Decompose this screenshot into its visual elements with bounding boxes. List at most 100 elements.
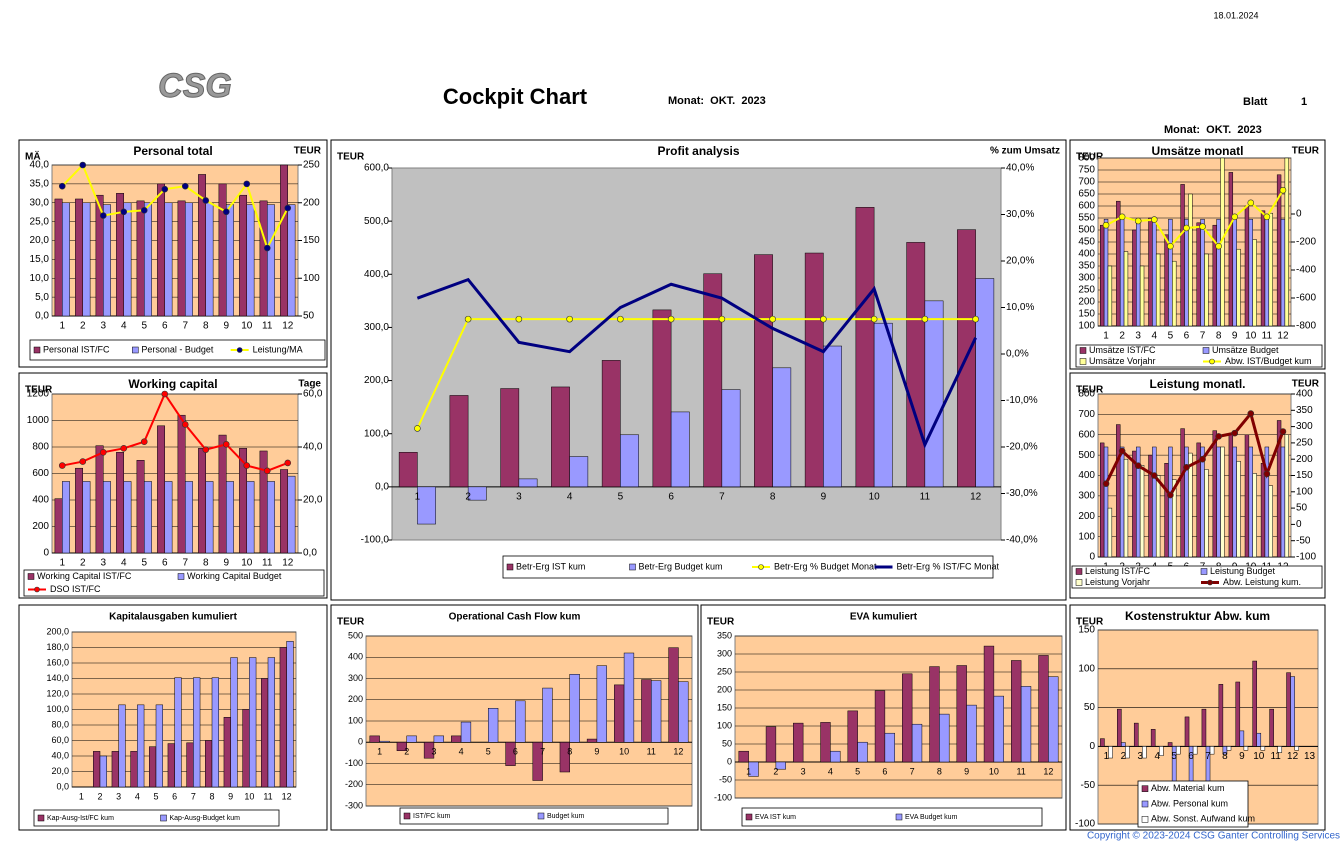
x-tick-label: 5: [141, 321, 147, 332]
legend: [741, 807, 1043, 827]
month: Monat: OKT. 2023: [1164, 124, 1262, 136]
y2-tick-label: 30,0%: [1006, 209, 1034, 220]
bar: [460, 721, 472, 743]
bar: [1180, 428, 1185, 558]
x-tick-label: 12: [673, 747, 683, 757]
y2-tick-label: 150: [303, 235, 320, 246]
marker: [284, 204, 292, 212]
bar: [1228, 434, 1234, 558]
legend: [502, 555, 994, 579]
y2-tick-label: 50: [1296, 503, 1308, 514]
x-tick-label: 4: [1154, 751, 1160, 762]
y-tick-label: 200: [1078, 297, 1095, 308]
marker: [1199, 223, 1206, 230]
y-tick-label: 600: [1078, 201, 1095, 212]
legend-swatch: [1209, 358, 1215, 365]
marker: [1247, 410, 1255, 417]
bar: [721, 389, 741, 488]
bar: [205, 740, 213, 788]
bar: [652, 309, 672, 488]
bar: [267, 204, 275, 317]
chart-title: Kapitalausgaben kumuliert: [109, 612, 237, 623]
bar: [1038, 655, 1049, 763]
x-tick-label: 10: [1245, 331, 1257, 342]
marker: [1118, 447, 1126, 455]
y-tick-label: 100: [348, 715, 363, 725]
y-tick-label: 0,0: [375, 481, 389, 492]
bar: [1260, 210, 1266, 327]
y-tick-label: 450: [1078, 237, 1095, 248]
bar: [1172, 260, 1177, 327]
bar: [433, 735, 444, 743]
bar: [185, 481, 193, 554]
chart-title: Personal total: [133, 144, 212, 158]
bar: [1290, 676, 1295, 747]
legend-swatch: [745, 813, 753, 821]
line: [62, 391, 289, 472]
bar: [82, 202, 91, 317]
marker: [222, 208, 230, 216]
y2-tick-label: -20,0%: [1006, 442, 1038, 453]
marker: [921, 315, 929, 323]
y-tick-label: 60,0: [51, 735, 69, 745]
y2-tick-label: -50: [1296, 535, 1311, 546]
x-tick-label: 5: [1168, 331, 1174, 342]
marker: [769, 315, 776, 323]
legend-swatch: [1075, 579, 1083, 586]
bar: [193, 677, 201, 788]
legend-swatch: [177, 573, 185, 580]
y2-tick-label: 0,0%: [1006, 349, 1029, 360]
marker: [181, 421, 189, 428]
x-tick-label: 7: [1205, 751, 1211, 762]
y-tick-label: 200: [32, 521, 49, 532]
x-tick-label: 1: [59, 321, 65, 332]
legend-swatch: [1141, 785, 1149, 792]
bar: [62, 481, 70, 554]
bar: [75, 467, 84, 554]
y-tick-label: 20,0: [51, 766, 69, 776]
y-tick-label: 400: [32, 495, 49, 506]
marker: [1199, 455, 1206, 463]
marker: [222, 441, 230, 448]
x-tick-label: 4: [459, 747, 464, 757]
bar: [1239, 730, 1245, 747]
bar: [1125, 746, 1130, 759]
marker: [1134, 462, 1142, 470]
bar: [1100, 442, 1105, 558]
marker: [1215, 242, 1222, 250]
bar: [1152, 446, 1157, 558]
bar: [186, 742, 194, 788]
bar: [1150, 729, 1156, 747]
marker: [263, 467, 271, 475]
bar: [136, 200, 145, 317]
bar: [1235, 681, 1241, 747]
marker: [1102, 221, 1110, 229]
y-tick-label: -100: [714, 792, 732, 802]
x-tick-label: 12: [1287, 751, 1299, 762]
bar: [1152, 218, 1157, 327]
y-tick-label: 100: [1078, 531, 1095, 542]
x-tick-label: 7: [910, 766, 915, 776]
bar: [1148, 217, 1153, 327]
bar: [1123, 458, 1129, 558]
y-tick-label: 0,0: [56, 781, 69, 791]
legend-label: Working Capital Budget: [187, 571, 282, 581]
bar: [144, 481, 152, 554]
bar: [1020, 686, 1032, 763]
x-tick-label: 9: [821, 491, 827, 502]
legend: [1075, 344, 1323, 368]
bar: [884, 732, 895, 763]
y-tick-label: -100: [1075, 819, 1095, 830]
marker: [99, 212, 107, 219]
y-tick-label: 10,0: [30, 273, 50, 284]
x-tick-label: 11: [1016, 766, 1025, 776]
bar: [286, 641, 294, 788]
bar: [123, 481, 132, 554]
y-tick-label: 200: [717, 684, 732, 694]
bar: [1212, 430, 1217, 558]
bar: [1232, 446, 1237, 558]
y-tick-label: 50: [1084, 702, 1096, 713]
y2-tick-label: -600: [1296, 293, 1316, 304]
x-tick-label: 10: [989, 766, 999, 776]
